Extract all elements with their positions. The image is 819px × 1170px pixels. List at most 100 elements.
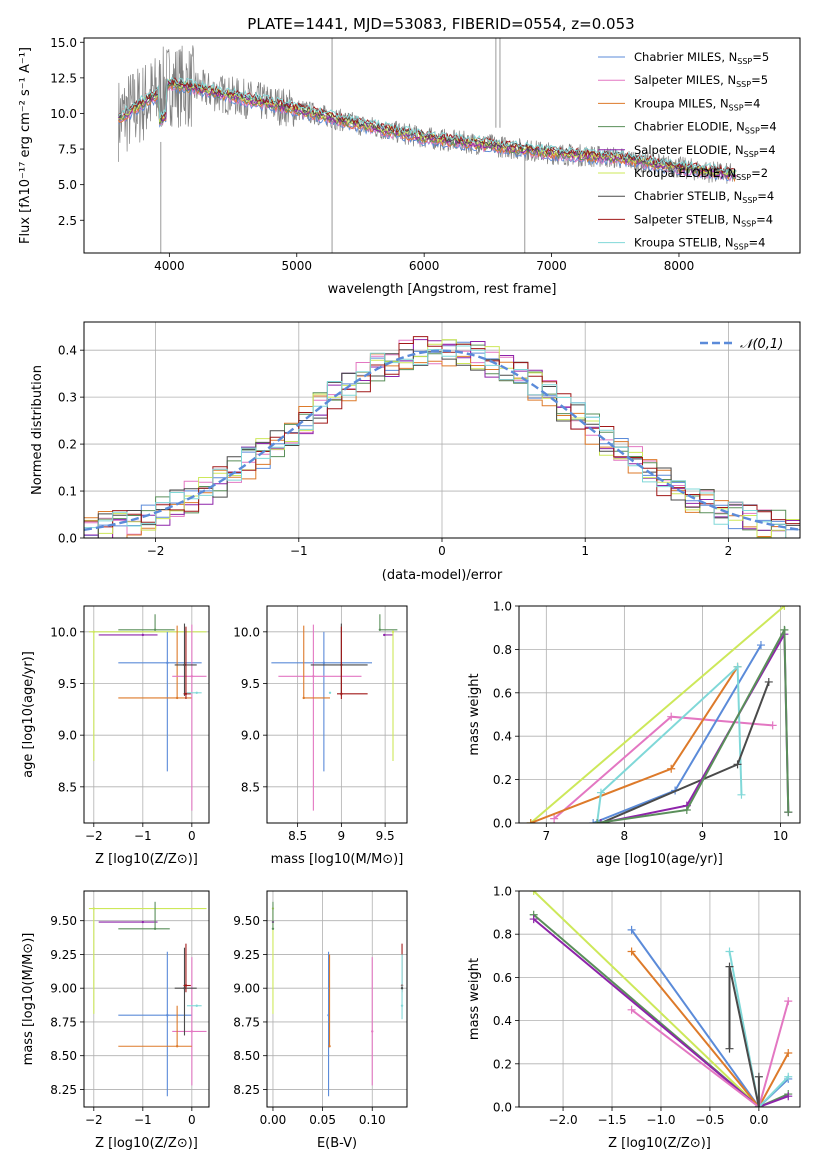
x-tick-label: 5000 (281, 259, 312, 273)
panel-mass_vs_Z: −2 −1 0 8.25 8.50 8.75 9.00 9.25 9.50 Z [log10(Z/… (21, 890, 210, 1151)
point-kroupa_miles (328, 1045, 331, 1048)
y-tick-label: 5.0 (58, 178, 77, 192)
point-chabrier_stelib (400, 987, 404, 990)
axes-frame (83, 605, 210, 824)
axes-frame (266, 605, 408, 824)
legend-entry: Kroupa STELIB, NSSP=4 (634, 236, 765, 252)
y-tick-label: 9.50 (233, 914, 260, 928)
x-tick-label: 8 (621, 829, 629, 843)
y-tick-label: 0.8 (493, 643, 512, 657)
point-chabrier_stelib (183, 987, 186, 990)
x-axis-label: age [log10(age/yr)] (596, 852, 723, 867)
line-chabrier_elodie (533, 914, 789, 1107)
plot-area-mass_vs_Z (88, 901, 207, 1097)
point-chabrier_elodie (153, 628, 157, 631)
y-tick-label: 9.25 (50, 948, 77, 962)
y-tick-label: 0.4 (58, 344, 77, 358)
x-axis-label: Z [log10(Z/Z⊙)] (95, 852, 198, 867)
y-tick-label: 0.1 (58, 485, 77, 499)
point-salpeter_elodie (141, 633, 145, 637)
y-tick-label: 0.0 (58, 532, 77, 546)
x-tick-label: 2 (725, 544, 733, 558)
point-chabrier_elodie (271, 927, 275, 930)
y-axis-label: age [log10(age/yr)] (21, 651, 36, 778)
marker-chabrier_stelib (764, 677, 773, 686)
y-tick-label: 15.0 (50, 36, 77, 50)
model-spectrum-salpeter_miles (118, 85, 737, 182)
figure-title: PLATE=1441, MJD=53083, FIBERID=0554, z=0… (247, 15, 634, 33)
marker-salpeter_elodie (784, 1092, 793, 1101)
x-tick-label: −1.5 (597, 1113, 626, 1127)
marker-chabrier_elodie (784, 808, 793, 817)
y-tick-label: 8.50 (233, 1049, 260, 1063)
y-axis-label: mass weight (467, 958, 482, 1040)
x-tick-label: −2 (147, 544, 165, 558)
x-axis-label: mass [log10(M/M⊙)] (271, 852, 404, 867)
y-tick-label: 0.0 (493, 817, 512, 831)
marker-salpeter_miles (784, 997, 793, 1006)
y-axis-label: mass weight (467, 673, 482, 755)
y-tick-label: 9.50 (50, 914, 77, 928)
y-tick-label: 8.5 (58, 780, 77, 794)
point-salpeter_miles (371, 1030, 374, 1033)
x-tick-label: −1.0 (646, 1113, 675, 1127)
y-tick-label: 0.6 (493, 686, 512, 700)
y-tick-label: 9.0 (58, 729, 77, 743)
line-salpeter_elodie (533, 918, 789, 1107)
y-tick-label: 8.75 (50, 1015, 77, 1029)
point-salpeter_stelib (184, 692, 188, 696)
point-salpeter_miles (312, 675, 315, 678)
legend-entry: Chabrier ELODIE, NSSP=4 (634, 120, 777, 136)
axes-frame (83, 321, 801, 539)
marker-kroupa_stelib (596, 788, 605, 797)
point-chabrier_miles (166, 661, 169, 665)
x-tick-label: 8.5 (288, 829, 307, 843)
x-tick-label: −1 (134, 829, 152, 843)
x-tick-label: −1 (134, 1113, 152, 1127)
x-axis-label: wavelength [Angstrom, rest frame] (328, 282, 557, 297)
y-tick-label: 9.5 (241, 677, 260, 691)
y-tick-label: 10.0 (50, 107, 77, 121)
plot-area-age_vs_mass (271, 614, 398, 811)
point-chabrier_stelib (183, 663, 186, 667)
x-tick-label: 0.10 (359, 1113, 386, 1127)
legend-entry: Chabrier MILES, NSSP=5 (634, 50, 769, 66)
point-chabrier_miles (322, 661, 326, 665)
y-tick-label: 0.8 (493, 928, 512, 942)
x-tick-label: 6000 (409, 259, 440, 273)
x-tick-label: 0 (438, 544, 446, 558)
x-tick-label: −2.0 (548, 1113, 577, 1127)
y-tick-label: 0.4 (493, 730, 512, 744)
point-salpeter_elodie (383, 633, 386, 637)
point-chabrier_miles (166, 1014, 169, 1017)
y-tick-label: 0.0 (493, 1101, 512, 1115)
x-tick-label: −1 (290, 544, 308, 558)
panel-age_vs_Z: −2 −1 0 8.5 9.0 9.5 10.0 Z [log10(Z/Z⊙)] age [lo… (21, 605, 210, 867)
line-kroupa_elodie (533, 891, 760, 1107)
model-spectrum-salpeter_stelib (118, 76, 737, 175)
y-tick-label: 0.2 (493, 773, 512, 787)
legend-entry: Salpeter MILES, NSSP=5 (634, 73, 768, 89)
point-kroupa_stelib (400, 1004, 404, 1007)
x-tick-label: 0 (188, 829, 196, 843)
y-axis-label: mass [log10(M/M⊙)] (21, 933, 36, 1066)
plot-area-mass_weight_vs_age (526, 606, 793, 823)
panel-spectrum: 4000 5000 6000 7000 8000 2.5 5.0 7.5 10.0 12.5 15.… (18, 36, 801, 297)
x-tick-label: 1 (581, 544, 589, 558)
marker-salpeter_elodie (529, 915, 538, 924)
line-chabrier_elodie (596, 626, 790, 823)
x-axis-label: (data-model)/error (382, 568, 503, 583)
legend-entry: Kroupa ELODIE, NSSP=2 (634, 166, 768, 182)
panel-residual_distribution: −2 −1 0 1 2 0.0 0.1 0.2 0.3 0.4 (data-model)/error… (30, 321, 801, 583)
y-tick-label: 8.50 (50, 1049, 77, 1063)
line-kroupa_miles (530, 666, 739, 823)
x-axis-label: E(B-V) (317, 1136, 357, 1151)
panel-mass_weight_vs_age: 7 8 9 10 0.0 0.2 0.4 0.6 0.8 1.0 age [log10(age/yr… (467, 600, 801, 867)
point-salpeter_stelib (184, 984, 188, 987)
plot-area-spectrum (117, 38, 737, 253)
plot-area-age_vs_Z (88, 614, 207, 811)
x-tick-label: 7 (542, 829, 550, 843)
line-kroupa_miles (630, 950, 790, 1107)
y-tick-label: 12.5 (50, 71, 77, 85)
